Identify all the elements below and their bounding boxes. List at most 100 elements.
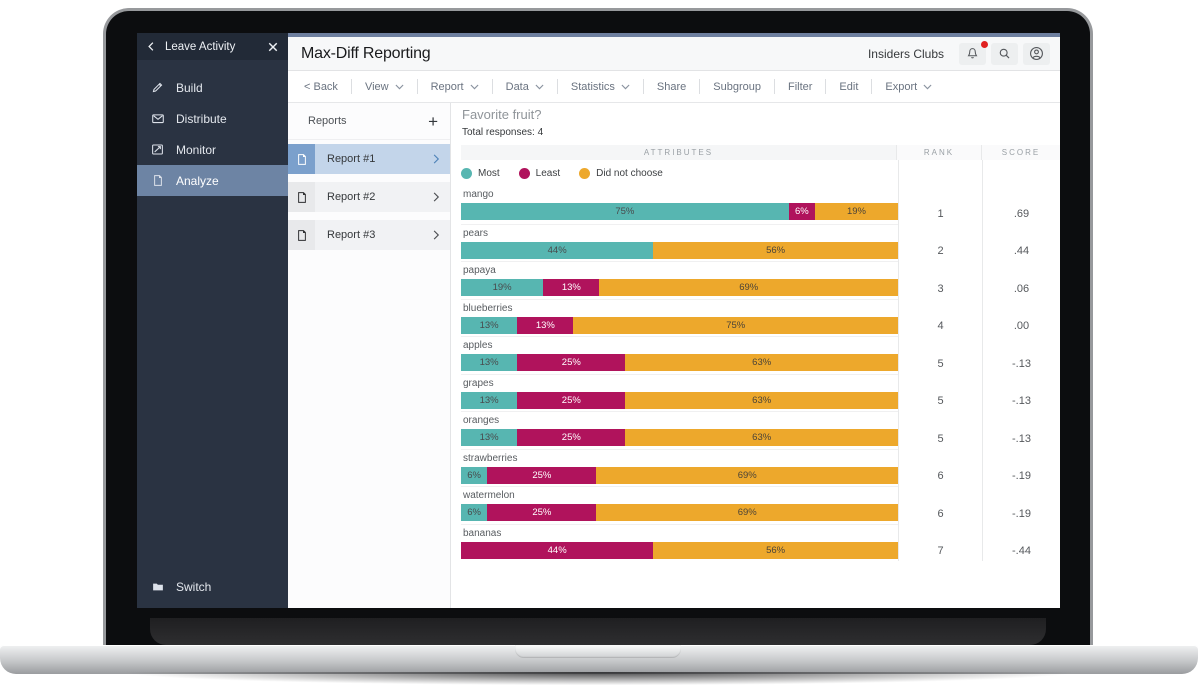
report-list-item-label: Report #2	[327, 191, 376, 203]
attribute-row: strawberries 6% 25% 69% 6 -.19	[461, 448, 1060, 486]
legend-dot	[461, 167, 472, 179]
stacked-bar: 13% 25% 63%	[461, 429, 898, 446]
report-list-item[interactable]: Report #1	[288, 144, 450, 174]
report-list-item[interactable]: Report #3	[288, 220, 450, 250]
toolbar-separator	[350, 79, 352, 94]
toolbar-filter-button[interactable]: Filter	[775, 81, 825, 93]
attribute-bar-cell: pears 44% 56%	[461, 223, 898, 262]
bar-segment-did-not-choose: 19%	[814, 203, 898, 220]
bar-segment-did-not-choose: 63%	[625, 354, 898, 371]
attribute-row: watermelon 6% 25% 69% 6 -.19	[461, 486, 1060, 524]
score-value: .44	[982, 223, 1060, 261]
toolbar-report-button[interactable]: Report	[418, 81, 492, 93]
legend-label: Most	[478, 167, 500, 179]
sidebar-item-distribute[interactable]: Distribute	[137, 103, 288, 134]
leave-activity-label: Leave Activity	[165, 40, 236, 53]
total-responses: Total responses: 4	[462, 127, 544, 138]
app-header: Max-Diff Reporting Insiders Clubs	[288, 37, 1060, 71]
bar-segment-did-not-choose: 56%	[653, 541, 898, 559]
toolbar-button-label: Filter	[787, 80, 813, 93]
stacked-bar: 44% 56%	[461, 541, 898, 559]
bar-segment-value: 44%	[547, 544, 567, 556]
bar-segment-least: 44%	[461, 541, 654, 559]
bar-segment-value: 75%	[726, 319, 746, 331]
attribute-bar-cell: blueberries 13% 13% 75%	[461, 298, 898, 337]
bar-segment-value: 13%	[561, 282, 581, 293]
chevron-down-icon	[535, 84, 544, 90]
attribute-row: apples 13% 25% 63% 5 -.13	[461, 336, 1060, 374]
page-title: Max-Diff Reporting	[301, 44, 431, 62]
bar-segment-did-not-choose: 69%	[599, 279, 898, 296]
add-report-button[interactable]: +	[428, 111, 438, 131]
toolbar-back-button[interactable]: < Back	[291, 81, 351, 93]
legend-label: Did not choose	[596, 167, 663, 179]
bar-segment-value: 13%	[479, 357, 499, 368]
document-icon	[150, 174, 165, 187]
leave-activity-bar[interactable]: Leave Activity	[137, 33, 288, 60]
score-value: .00	[982, 298, 1060, 336]
laptop-shadow	[14, 672, 1184, 689]
bar-segment-least: 13%	[517, 316, 574, 334]
account-button[interactable]	[1023, 42, 1050, 65]
rank-value: 6	[898, 448, 982, 486]
bar-segment-value: 25%	[561, 357, 581, 368]
folder-icon	[150, 581, 165, 593]
score-value: -.44	[982, 523, 1060, 561]
bar-segment-least: 25%	[517, 429, 626, 446]
reports-panel-title: Reports	[308, 115, 347, 127]
bar-segment-most: 44%	[461, 241, 654, 259]
pencil-icon	[150, 81, 165, 94]
report-list-item-body: Report #3	[315, 220, 450, 250]
sidebar-item-build[interactable]: Build	[137, 72, 288, 103]
rank-value: 5	[898, 336, 982, 374]
bar-segment-value: 56%	[766, 544, 786, 556]
bar-segment-value: 25%	[532, 507, 552, 518]
attribute-label: papaya	[463, 265, 496, 276]
stacked-bar: 6% 25% 69%	[461, 504, 898, 521]
attribute-bar-cell: bananas 44% 56%	[461, 523, 898, 562]
toolbar-statistics-button[interactable]: Statistics	[558, 81, 643, 93]
bar-segment-value: 44%	[547, 244, 567, 256]
stacked-bar: 13% 13% 75%	[461, 316, 898, 334]
sidebar-item-analyze[interactable]: Analyze	[137, 165, 288, 196]
bar-segment-value: 19%	[492, 282, 512, 293]
bar-segment-did-not-choose: 63%	[625, 391, 898, 409]
legend-item: Most	[461, 167, 500, 179]
bar-segment-least: 25%	[517, 391, 626, 409]
toolbar-edit-button[interactable]: Edit	[826, 81, 871, 93]
monitor-chart-icon	[150, 143, 165, 156]
attribute-bar-cell: papaya 19% 13% 69%	[461, 261, 898, 299]
sidebar-item-label: Switch	[176, 579, 212, 594]
stacked-bar: 19% 13% 69%	[461, 279, 898, 296]
back-icon[interactable]	[146, 41, 157, 52]
sidebar-item-switch[interactable]: Switch	[137, 571, 288, 602]
toolbar-view-button[interactable]: View	[352, 81, 417, 93]
toolbar-share-button[interactable]: Share	[644, 81, 699, 93]
toolbar-data-button[interactable]: Data	[493, 81, 557, 93]
search-button[interactable]	[991, 42, 1018, 65]
report-document-icon	[288, 220, 315, 250]
rank-value: 1	[898, 186, 982, 224]
toolbar-separator	[416, 79, 418, 94]
bell-button[interactable]	[959, 40, 988, 65]
toolbar-subgroup-button[interactable]: Subgroup	[700, 81, 774, 93]
chevron-down-icon	[395, 84, 404, 90]
close-icon[interactable]	[267, 41, 279, 53]
header-icon-buttons	[954, 40, 1050, 65]
notification-badge	[981, 40, 988, 48]
score-value: -.13	[982, 373, 1060, 411]
search-icon	[998, 47, 1011, 60]
report-list-item-body: Report #1	[315, 144, 450, 174]
laptop-screen-chin	[150, 618, 1046, 645]
bar-segment-did-not-choose: 75%	[573, 316, 898, 334]
chevron-down-icon	[923, 84, 932, 90]
toolbar-button-label: < Back	[304, 80, 338, 93]
sidebar-item-monitor[interactable]: Monitor	[137, 134, 288, 165]
toolbar-export-button[interactable]: Export	[872, 81, 945, 93]
report-list-item[interactable]: Report #2	[288, 182, 450, 212]
account-name[interactable]: Insiders Clubs	[867, 46, 944, 61]
attribute-row: pears 44% 56% 2.44	[461, 223, 1060, 262]
rank-value: 2	[898, 223, 982, 261]
chevron-right-icon	[430, 153, 450, 165]
toolbar-separator	[871, 79, 873, 94]
